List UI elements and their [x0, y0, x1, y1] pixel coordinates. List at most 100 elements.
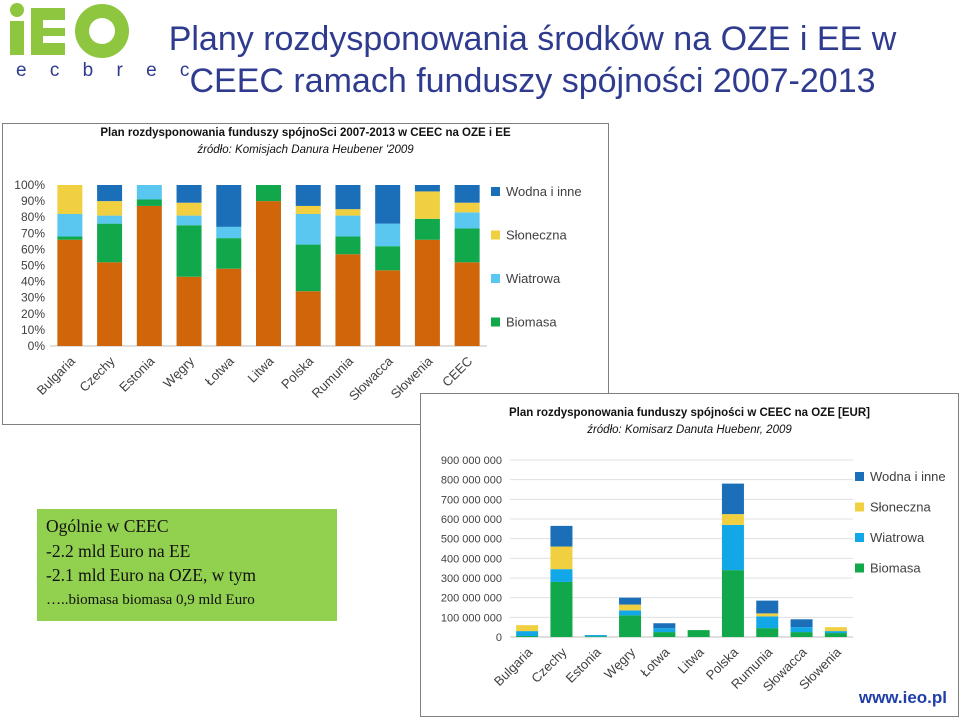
bar-segment — [721, 514, 744, 525]
y-tick-label: 90% — [21, 194, 45, 208]
bar-segment — [335, 209, 361, 216]
y-tick-label: 20% — [21, 307, 45, 321]
bar-segment — [454, 262, 480, 346]
legend-swatch — [491, 230, 500, 240]
chart-eur-panel: Plan rozdysponowania funduszy spójności … — [420, 393, 959, 717]
bar-segment — [57, 185, 83, 214]
category-label: Bulgaria — [34, 353, 79, 398]
bar-segment — [550, 581, 573, 637]
legend-swatch — [491, 317, 500, 327]
bar-segment — [756, 616, 779, 629]
bar-segment — [176, 202, 202, 216]
bar-segment — [136, 199, 162, 206]
y-tick-label: 40% — [21, 275, 45, 289]
bar-segment — [216, 238, 242, 269]
bar-segment — [721, 483, 744, 515]
legend-label: Wodna i inne — [870, 469, 946, 484]
bar-segment — [256, 201, 281, 346]
bar-segment — [516, 636, 539, 637]
bar-segment — [57, 239, 83, 346]
category-label: Węgry — [601, 644, 639, 682]
legend-swatch — [491, 274, 500, 283]
legend-swatch — [491, 187, 500, 196]
y-tick-label: 800 000 000 — [441, 475, 502, 487]
bar-segment — [790, 632, 813, 637]
bar-segment — [619, 615, 642, 637]
bar-segment — [584, 636, 607, 637]
bar-segment — [516, 625, 539, 632]
bar-segment — [216, 268, 242, 346]
bar-segment — [295, 205, 321, 214]
bar-segment — [97, 215, 123, 224]
summary-box: Ogólnie w CEEC -2.2 mld Euro na EE -2.1 … — [37, 509, 337, 621]
logo-subtext: e c b r e c — [16, 60, 199, 81]
bar-segment — [97, 223, 123, 263]
bar-segment — [57, 236, 83, 240]
bar-segment — [256, 185, 281, 202]
bar-segment — [454, 228, 480, 263]
chart2-plot: 0 100 000 000 200 000 000 300 000 000 400 00… — [441, 455, 946, 694]
bar-segment — [295, 213, 321, 245]
category-label: Węgry — [160, 353, 198, 391]
category-label: Słowacca — [346, 353, 396, 403]
bar-segment — [216, 185, 242, 227]
legend-label: Wiatrowa — [506, 271, 561, 286]
page-title-line2: CEEC ramach funduszy spójności 2007-2013 — [189, 62, 876, 100]
bar-segment — [824, 627, 847, 632]
legend-label: Słoneczna — [870, 500, 931, 515]
category-label: Polska — [278, 353, 317, 392]
bar-segment — [756, 613, 779, 617]
legend-swatch — [855, 533, 864, 542]
bar-segment — [176, 215, 202, 226]
category-label: CEEC — [439, 354, 475, 390]
bar-segment — [216, 226, 242, 239]
category-label: Litwa — [245, 353, 278, 386]
category-label: Czechy — [76, 353, 118, 395]
bar-segment — [619, 604, 642, 611]
summary-line3: -2.1 mld Euro na OZE, w tym — [46, 565, 256, 585]
bar-segment — [97, 185, 123, 202]
legend-label: Wodna i inne — [506, 184, 582, 199]
y-tick-label: 80% — [21, 210, 45, 224]
bar-segment — [176, 225, 202, 277]
summary-line4: …..biomasa biomasa 0,9 mld Euro — [46, 591, 255, 608]
website-link[interactable]: www.ieo.pl — [858, 688, 947, 707]
bar-segment — [454, 202, 480, 213]
y-tick-label: 0 — [496, 632, 502, 644]
bar-segment — [295, 244, 321, 292]
bar-segment — [176, 185, 202, 203]
bar-segment — [824, 631, 847, 634]
bar-segment — [687, 630, 710, 637]
bar-segment — [375, 270, 401, 346]
bar-segment — [295, 291, 321, 346]
bar-segment — [790, 627, 813, 633]
category-label: Bulgaria — [491, 644, 536, 689]
y-tick-label: 10% — [21, 323, 45, 337]
bar-segment — [653, 628, 676, 633]
summary-line2: -2.2 mld Euro na EE — [46, 540, 191, 561]
bar-segment — [824, 633, 847, 637]
bar-segment — [414, 185, 440, 192]
chart1-plot: 0% 10% 20% 30% 40% 50% 60% 70% 80% 90% 100% Bulgari… — [14, 178, 582, 403]
bar-segment — [375, 185, 401, 224]
y-tick-label: 200 000 000 — [441, 593, 502, 605]
y-tick-label: 600 000 000 — [441, 514, 502, 526]
bar-segment — [653, 623, 676, 629]
bar-segment — [375, 246, 401, 271]
bar-segment — [454, 212, 480, 229]
y-tick-label: 70% — [21, 226, 45, 240]
chart1-subtitle: źródło: Komisjach Danura Heubener '2009 — [197, 144, 414, 156]
bar-segment — [335, 215, 361, 237]
y-tick-label: 30% — [21, 291, 45, 305]
bar-segment — [756, 600, 779, 614]
legend-swatch — [855, 472, 864, 481]
category-label: Łotwa — [202, 353, 238, 389]
bar-segment — [584, 635, 607, 637]
chart-percent-panel: Plan rozdysponowania funduszy spójnoSci … — [2, 123, 609, 425]
bar-segment — [136, 205, 162, 346]
chart2-subtitle: źródło: Komisarz Danuta Huebenr, 2009 — [587, 424, 792, 436]
bar-segment — [414, 191, 440, 219]
bar-segment — [414, 239, 440, 346]
bar-segment — [335, 236, 361, 255]
bar-segment — [97, 201, 123, 216]
